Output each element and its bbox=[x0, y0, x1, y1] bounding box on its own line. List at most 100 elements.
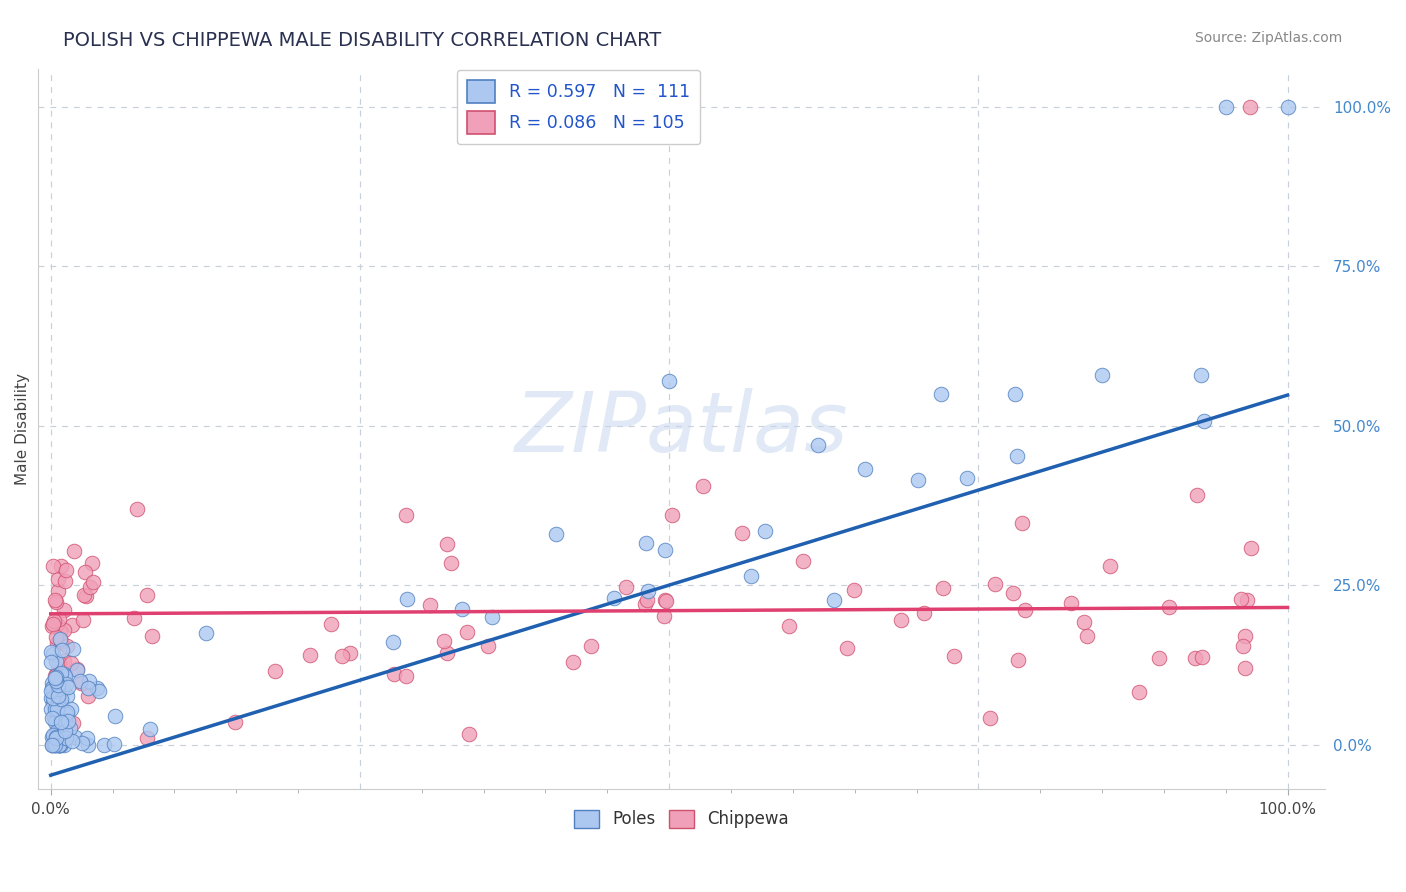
Point bbox=[45, 595, 67, 609]
Point bbox=[436, 646, 458, 660]
Point bbox=[55, 669, 77, 683]
Point bbox=[562, 655, 585, 669]
Point bbox=[792, 554, 814, 568]
Point bbox=[1234, 661, 1257, 675]
Point bbox=[1277, 100, 1299, 114]
Point bbox=[396, 592, 419, 607]
Point bbox=[62, 642, 84, 657]
Point bbox=[45, 670, 67, 684]
Point bbox=[42, 647, 65, 661]
Point bbox=[75, 589, 97, 603]
Point bbox=[46, 681, 69, 696]
Point bbox=[740, 569, 762, 583]
Point bbox=[1189, 368, 1212, 382]
Point bbox=[41, 645, 63, 659]
Point bbox=[654, 543, 676, 558]
Point bbox=[72, 736, 94, 750]
Point bbox=[42, 691, 65, 706]
Point bbox=[1191, 650, 1213, 665]
Point bbox=[754, 524, 776, 538]
Point bbox=[45, 738, 67, 752]
Point bbox=[48, 680, 70, 694]
Point bbox=[56, 705, 79, 719]
Point bbox=[55, 563, 77, 577]
Point bbox=[93, 738, 115, 752]
Point bbox=[439, 556, 461, 570]
Point bbox=[59, 721, 82, 735]
Point bbox=[52, 623, 75, 637]
Point bbox=[48, 738, 70, 752]
Point bbox=[48, 612, 70, 626]
Point bbox=[66, 663, 89, 677]
Point bbox=[62, 716, 84, 731]
Point bbox=[60, 734, 83, 748]
Point bbox=[419, 599, 441, 613]
Point bbox=[53, 714, 76, 729]
Point bbox=[456, 625, 478, 640]
Point bbox=[41, 738, 63, 752]
Point bbox=[76, 731, 98, 745]
Point bbox=[45, 667, 67, 681]
Point bbox=[44, 715, 66, 730]
Point bbox=[932, 582, 955, 596]
Point bbox=[63, 731, 86, 745]
Point bbox=[382, 667, 405, 681]
Point bbox=[52, 667, 75, 681]
Point bbox=[778, 619, 800, 633]
Point bbox=[658, 374, 681, 388]
Point bbox=[60, 657, 83, 671]
Text: ZIPatlas: ZIPatlas bbox=[515, 388, 848, 469]
Point bbox=[46, 584, 69, 599]
Point bbox=[45, 730, 67, 744]
Point bbox=[603, 591, 626, 606]
Point bbox=[51, 643, 73, 657]
Point bbox=[77, 681, 100, 696]
Point bbox=[1099, 558, 1122, 573]
Point bbox=[136, 731, 159, 745]
Point bbox=[60, 618, 83, 632]
Point bbox=[53, 574, 76, 588]
Point bbox=[49, 738, 72, 752]
Point bbox=[49, 697, 72, 711]
Point bbox=[1002, 586, 1025, 600]
Point bbox=[835, 640, 858, 655]
Point bbox=[1184, 650, 1206, 665]
Point bbox=[633, 597, 655, 611]
Point bbox=[46, 572, 69, 586]
Point bbox=[49, 714, 72, 729]
Point bbox=[55, 706, 77, 721]
Point bbox=[79, 580, 101, 594]
Point bbox=[103, 737, 125, 751]
Point bbox=[45, 654, 67, 668]
Point bbox=[481, 610, 503, 624]
Point bbox=[984, 577, 1007, 591]
Legend: Poles, Chippewa: Poles, Chippewa bbox=[568, 803, 796, 835]
Point bbox=[49, 738, 72, 752]
Point bbox=[69, 674, 91, 689]
Point bbox=[44, 672, 66, 686]
Point bbox=[1192, 414, 1215, 428]
Point bbox=[46, 730, 69, 744]
Point bbox=[224, 714, 246, 729]
Point bbox=[42, 728, 65, 742]
Point bbox=[319, 617, 342, 632]
Point bbox=[41, 730, 63, 744]
Point bbox=[1185, 488, 1208, 502]
Point bbox=[66, 662, 89, 676]
Point bbox=[104, 709, 127, 723]
Point bbox=[48, 657, 70, 671]
Point bbox=[44, 669, 66, 683]
Point bbox=[654, 594, 676, 608]
Y-axis label: Male Disability: Male Disability bbox=[15, 373, 30, 485]
Point bbox=[39, 683, 62, 698]
Point bbox=[1004, 386, 1026, 401]
Point bbox=[842, 582, 865, 597]
Point bbox=[73, 588, 96, 602]
Point bbox=[56, 690, 79, 704]
Point bbox=[48, 678, 70, 692]
Point bbox=[48, 738, 70, 752]
Point bbox=[51, 728, 73, 742]
Point bbox=[1215, 100, 1237, 114]
Point bbox=[45, 673, 67, 688]
Point bbox=[42, 710, 65, 724]
